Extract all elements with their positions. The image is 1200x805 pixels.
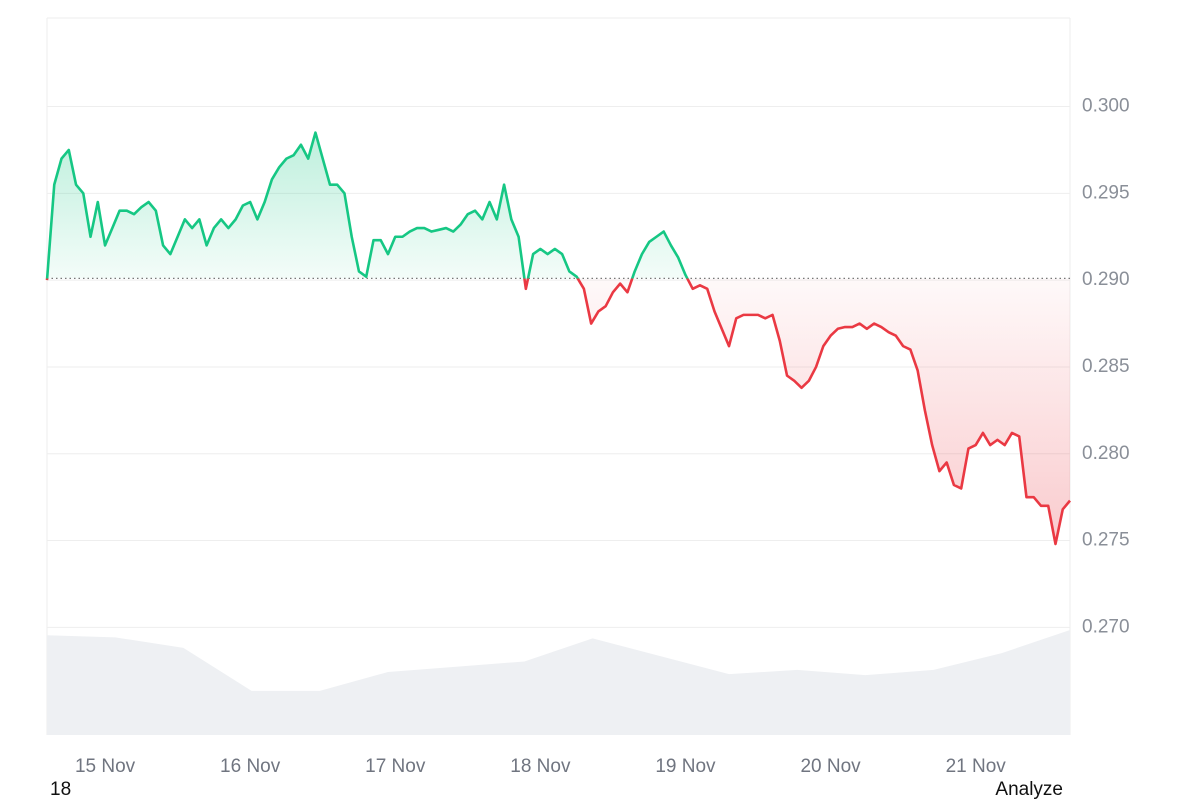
x-tick-label: 19 Nov (655, 756, 716, 777)
x-tick-label: 16 Nov (220, 756, 281, 777)
y-tick-label: 0.280 (1082, 443, 1130, 464)
x-tick-label: 17 Nov (365, 756, 426, 777)
x-tick-label: 18 Nov (510, 756, 571, 777)
y-tick-label: 0.270 (1082, 616, 1130, 637)
x-tick-label: 21 Nov (946, 756, 1007, 777)
y-tick-label: 0.290 (1082, 269, 1130, 290)
price-line (45, 131, 1071, 546)
y-tick-label: 0.295 (1082, 182, 1130, 203)
x-tick-label: 20 Nov (800, 756, 861, 777)
price-area (47, 132, 1070, 545)
footer-left: 18 (50, 779, 71, 800)
volume-area (47, 630, 1070, 735)
y-tick-label: 0.300 (1082, 96, 1130, 117)
x-tick-label: 15 Nov (75, 756, 136, 777)
y-tick-label: 0.285 (1082, 356, 1130, 377)
y-tick-label: 0.275 (1082, 530, 1130, 551)
footer-right: Analyze (995, 779, 1063, 800)
